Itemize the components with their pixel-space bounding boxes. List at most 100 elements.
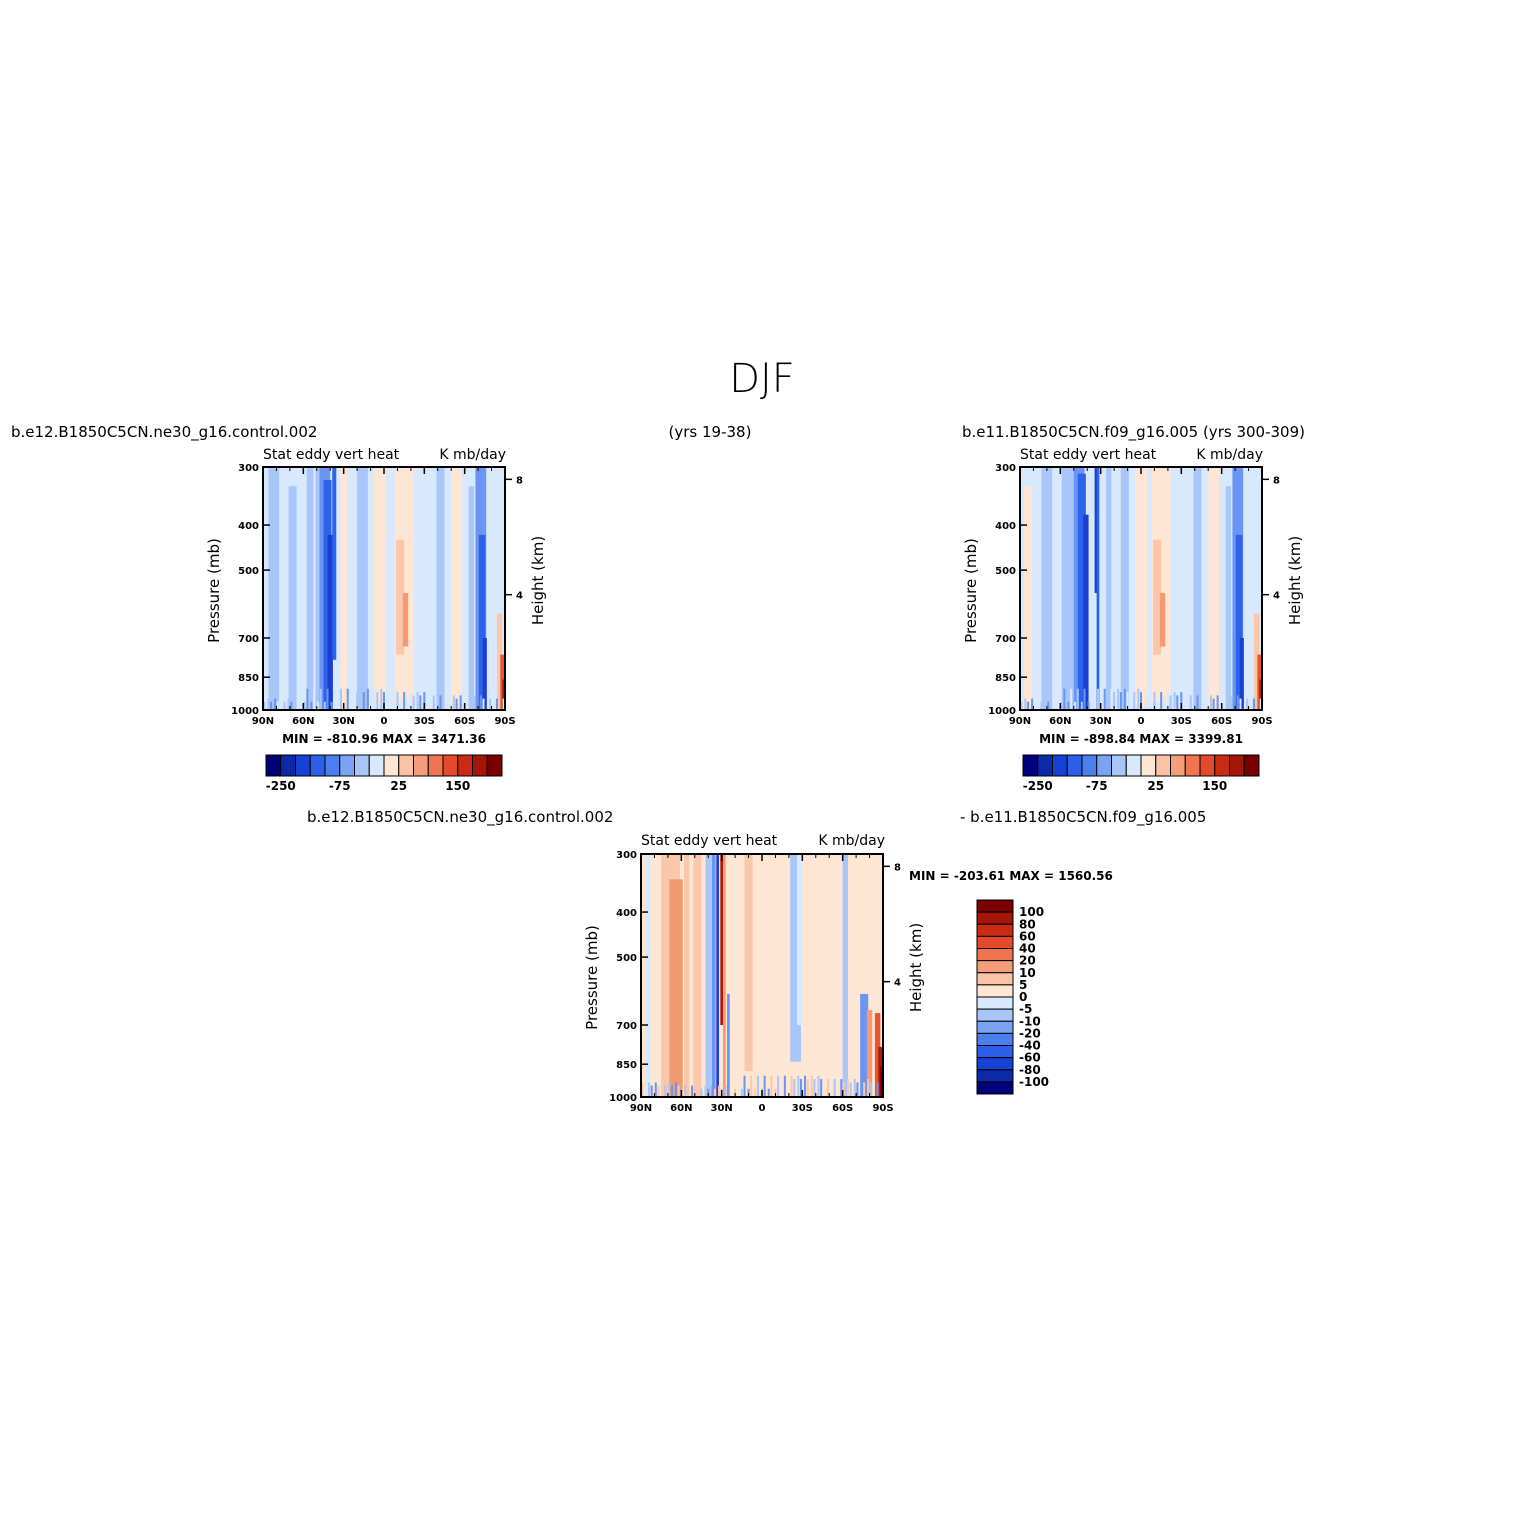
surface-cell <box>303 701 306 710</box>
colorbar-swatch <box>976 996 1014 1010</box>
surface-cell <box>369 692 372 710</box>
surface-cell <box>797 1075 800 1097</box>
surface-cell <box>1169 695 1172 710</box>
colorbar-swatch <box>1170 754 1186 777</box>
units-label: K mb/day <box>1196 447 1263 463</box>
field-band <box>268 467 280 710</box>
surface-cell <box>337 701 340 710</box>
colorbar-swatch <box>976 899 1014 913</box>
surface-cell <box>774 1088 777 1097</box>
surface-cell <box>1040 701 1043 710</box>
surface-cell <box>654 1082 657 1097</box>
surface-cell <box>777 1075 780 1097</box>
surface-cell <box>876 1082 879 1097</box>
field-band <box>1024 486 1033 710</box>
surface-cell <box>1083 688 1086 710</box>
field-band <box>711 854 716 1097</box>
colorbar-swatch <box>976 984 1014 998</box>
pressure-tick-label: 500 <box>238 566 259 577</box>
field-band <box>1134 467 1148 706</box>
heatmap-field <box>641 854 883 1097</box>
surface-cell <box>1096 688 1099 710</box>
lat-tick-label: 30S <box>792 1103 813 1114</box>
units-label: K mb/day <box>439 447 506 463</box>
colorbar-label: -5 <box>1019 1002 1032 1016</box>
surface-cell <box>799 1079 802 1097</box>
heatmap-field <box>263 467 505 710</box>
colorbar-swatch <box>1243 754 1260 777</box>
lat-tick-label: 30S <box>414 716 435 727</box>
surface-cell <box>412 695 415 710</box>
colorbar-swatch <box>976 1032 1014 1046</box>
colorbar-swatch <box>486 754 503 777</box>
surface-cell <box>711 1085 714 1097</box>
pressure-tick-label: 400 <box>616 908 637 919</box>
colorbar-label: -10 <box>1019 1014 1041 1028</box>
colorbar-swatch <box>339 754 355 777</box>
surface-cell <box>423 692 426 710</box>
colorbar-swatch <box>1081 754 1098 777</box>
field-band <box>357 467 368 710</box>
surface-cell <box>430 692 433 710</box>
surface-cell <box>439 695 442 710</box>
surface-cell <box>697 1085 700 1097</box>
field-band <box>790 854 801 1062</box>
field-band <box>327 534 333 710</box>
surface-cell <box>790 1075 793 1097</box>
field-band <box>1253 613 1260 710</box>
surface-cell <box>650 1085 653 1097</box>
surface-cell <box>475 698 478 710</box>
height-tick-label: 4 <box>1273 591 1280 602</box>
field-band <box>727 993 730 1097</box>
colorbar-swatch <box>976 911 1014 925</box>
surface-cell <box>466 695 469 710</box>
surface-cell <box>326 688 329 710</box>
surface-cell <box>820 1079 823 1097</box>
pressure-tick-label: 1000 <box>988 706 1016 717</box>
pressure-tick-label: 850 <box>238 673 259 684</box>
colorbar-swatch <box>1125 754 1142 777</box>
colorbar-swatch <box>383 754 400 777</box>
colorbar-swatch <box>976 972 1014 986</box>
page-title: DJF <box>729 356 795 402</box>
surface-cell <box>1196 695 1199 710</box>
colorbar-label: 25 <box>1147 779 1164 793</box>
pressure-tick-label: 300 <box>995 463 1016 474</box>
panel-difference: b.e12.B1850C5CN.ne30_g16.control.002 - b… <box>307 808 1206 1114</box>
y-axis-right-title: Height (km) <box>907 923 925 1012</box>
surface-cell <box>455 698 458 710</box>
surface-cell <box>1090 688 1093 710</box>
surface-cell <box>674 1082 677 1097</box>
surface-cell <box>670 1085 673 1097</box>
surface-cell <box>1209 695 1212 710</box>
surface-cell <box>495 698 498 710</box>
surface-cell <box>810 1075 813 1097</box>
colorbar-label: 80 <box>1019 917 1036 931</box>
lat-tick-label: 30N <box>333 716 355 727</box>
surface-cell <box>1110 688 1113 710</box>
colorbar-swatch <box>1052 754 1068 777</box>
surface-cell <box>783 1075 786 1097</box>
colorbar-label: -100 <box>1019 1075 1049 1089</box>
colorbar-swatch <box>1184 754 1201 777</box>
panel-top-left: b.e12.B1850C5CN.ne30_g16.control.002 (yr… <box>11 423 751 793</box>
colorbar-swatch <box>976 1069 1014 1083</box>
surface-cell <box>270 701 273 710</box>
surface-cell <box>1212 698 1215 710</box>
surface-cell <box>373 688 376 710</box>
surface-cell <box>727 1088 730 1097</box>
y-axis-right-title: Height (km) <box>529 536 547 625</box>
plot-axes: 300 400 500 700 850 1000 8 4 90N 60N 30N 0 30S 60S 90S… <box>962 463 1304 727</box>
surface-cell <box>1033 701 1036 710</box>
colorbar-swatch <box>976 935 1014 949</box>
surface-cell <box>833 1079 836 1097</box>
colorbar-swatch <box>427 754 444 777</box>
colorbar-label: -75 <box>1086 779 1108 793</box>
surface-cell <box>1153 692 1156 710</box>
surface-cell <box>459 695 462 710</box>
colorbar-label: 10 <box>1019 966 1036 980</box>
surface-cell <box>366 688 369 710</box>
field-band <box>1259 679 1262 710</box>
colorbar-swatch <box>976 923 1014 937</box>
